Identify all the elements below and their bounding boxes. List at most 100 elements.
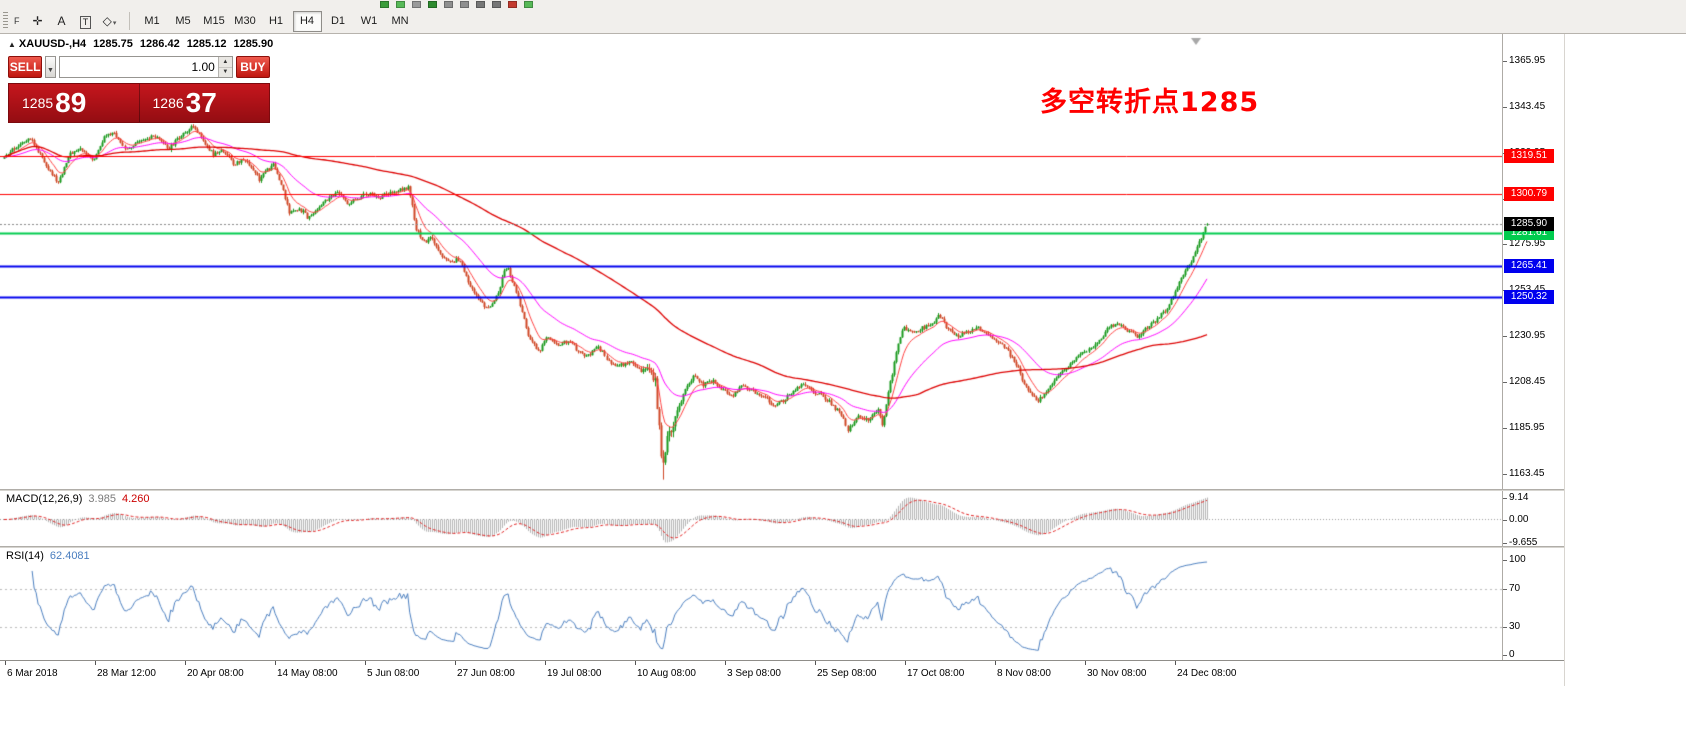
chevron-down-icon: ▼ <box>47 66 54 74</box>
close-value: 1285.90 <box>233 38 274 50</box>
macd-value-main: 3.985 <box>88 493 116 505</box>
crosshair-tool-button[interactable]: ✛ <box>27 11 49 32</box>
text-label-tool-button[interactable]: T <box>75 11 97 32</box>
macd-axis[interactable]: 9.14 0.00 -9.655 <box>1502 491 1564 549</box>
toolbar-drag-handle[interactable] <box>3 12 8 30</box>
time-axis-tick <box>1175 661 1176 665</box>
timeframe-button-d1[interactable]: D1 <box>324 11 353 32</box>
pane-separator[interactable] <box>0 489 1564 491</box>
macd-pane-canvas[interactable] <box>0 491 1502 546</box>
sell-price-main: 1285 <box>22 95 54 111</box>
price-axis-label: 1365.95 <box>1503 55 1545 67</box>
rsi-name: RSI(14) <box>6 550 44 562</box>
timeframe-button-m30[interactable]: M30 <box>231 11 260 32</box>
chevron-down-icon: ▾ <box>112 20 117 27</box>
timeframe-button-h4[interactable]: H4 <box>292 10 322 32</box>
candles-icon[interactable] <box>428 1 437 8</box>
chart-window: 1365.951343.451320.951298.451275.951253.… <box>0 34 1686 739</box>
time-axis-tick <box>635 661 636 665</box>
mini-toolbar-icons <box>380 1 533 8</box>
bar-chart-icon[interactable] <box>444 1 453 8</box>
rsi-axis[interactable]: 100 70 30 0 <box>1502 548 1564 660</box>
buy-price-main: 1286 <box>152 95 184 111</box>
lot-increase-button[interactable]: ▲ <box>218 57 232 68</box>
time-axis-label: 19 Jul 08:00 <box>547 668 602 679</box>
time-axis-tick <box>365 661 366 665</box>
time-axis-label: 24 Dec 08:00 <box>1177 668 1237 679</box>
time-axis[interactable]: 6 Mar 2018 28 Mar 12:00 20 Apr 08:00 14 May… <box>0 660 1564 686</box>
objects-tool-button[interactable]: ◇▾ <box>99 11 121 32</box>
symbol-period-label: XAUUSD-,H4 <box>18 38 87 50</box>
indicators-icon[interactable] <box>524 1 533 8</box>
time-axis-tick <box>725 661 726 665</box>
rsi-indicator-label: RSI(14) 62.4081 <box>6 550 90 562</box>
macd-axis-label: 0.00 <box>1503 514 1528 526</box>
macd-axis-label: -9.655 <box>1503 537 1537 549</box>
timeframe-button-w1[interactable]: W1 <box>355 11 384 32</box>
quote-panel: 1285 89 1286 37 <box>8 83 270 123</box>
new-order-icon[interactable] <box>380 1 389 8</box>
one-click-trading-panel: SELL ▼ ▲ ▼ BUY 1285 89 1286 <box>8 56 270 123</box>
text-icon: A <box>57 14 66 28</box>
price-line-badge: 1319.51 <box>1504 148 1554 163</box>
autotrading-icon[interactable] <box>508 1 517 8</box>
high-value: 1286.42 <box>139 38 180 50</box>
timeframe-button-h1[interactable]: H1 <box>262 11 291 32</box>
toolbar-separator <box>128 12 130 30</box>
zoom-in-icon[interactable] <box>476 1 485 8</box>
price-axis-label: 1343.45 <box>1503 101 1545 113</box>
rsi-axis-label: 70 <box>1503 583 1520 595</box>
window-right-edge <box>1564 34 1565 686</box>
macd-indicator-label: MACD(12,26,9) 3.985 4.260 <box>6 493 149 505</box>
top-toolbar-strip <box>0 0 1686 9</box>
profiles-icon[interactable] <box>412 1 421 8</box>
zoom-out-icon[interactable] <box>492 1 501 8</box>
rsi-axis-label: 30 <box>1503 621 1520 633</box>
rsi-axis-label: 100 <box>1503 554 1526 566</box>
buy-price-pips: 37 <box>185 87 217 118</box>
lot-size-input[interactable] <box>59 57 218 77</box>
time-axis-tick <box>275 661 276 665</box>
timeframe-button-mn[interactable]: MN <box>386 11 415 32</box>
price-line-badge: 1300.79 <box>1504 186 1554 201</box>
lot-dropdown-button[interactable]: ▼ <box>45 56 56 78</box>
time-axis-label: 5 Jun 08:00 <box>367 668 420 679</box>
open-value: 1285.75 <box>93 38 133 50</box>
sell-price-pips: 89 <box>55 87 87 118</box>
lot-spinner: ▲ ▼ <box>217 57 232 77</box>
time-axis-label: 30 Nov 08:00 <box>1087 668 1147 679</box>
objects-icon: ◇ <box>102 14 112 28</box>
rsi-pane-canvas[interactable] <box>0 548 1502 660</box>
price-line-badge: 1265.41 <box>1504 258 1554 273</box>
time-axis-label: 8 Nov 08:00 <box>997 668 1051 679</box>
rsi-value: 62.4081 <box>49 550 90 562</box>
price-axis-label: 1275.95 <box>1503 238 1545 250</box>
chart-ohlc-header: ▲ XAUUSD-,H4 1285.75 1286.42 1285.12 1285.90 <box>8 38 273 50</box>
macd-axis-label: 9.14 <box>1503 492 1528 504</box>
price-axis[interactable]: 1365.951343.451320.951298.451275.951253.… <box>1502 34 1564 489</box>
time-axis-label: 3 Sep 08:00 <box>727 668 781 679</box>
price-axis-label: 1208.45 <box>1503 376 1545 388</box>
sell-quote[interactable]: 1285 89 <box>9 84 139 122</box>
line-chart-icon[interactable] <box>460 1 469 8</box>
chart-window-icon[interactable] <box>396 1 405 8</box>
price-line-badge: 1250.32 <box>1504 289 1554 304</box>
macd-value-signal: 4.260 <box>121 493 150 505</box>
buy-button[interactable]: BUY <box>235 56 270 78</box>
time-axis-tick <box>905 661 906 665</box>
pane-separator[interactable] <box>0 546 1564 548</box>
time-axis-label: 10 Aug 08:00 <box>637 668 696 679</box>
buy-quote[interactable]: 1286 37 <box>138 84 270 122</box>
time-axis-label: 17 Oct 08:00 <box>907 668 965 679</box>
timeframe-button-m15[interactable]: M15 <box>200 11 229 32</box>
timeframes-group: M1 M5 M15 M30 H1 H4 D1 W1 MN <box>138 10 415 32</box>
text-tool-button[interactable]: A <box>51 11 73 32</box>
macd-name: MACD(12,26,9) <box>6 493 83 505</box>
chart-annotation-text: 多空转折点1285 <box>1040 87 1260 118</box>
menu-file-partial-label: F <box>14 16 20 26</box>
timeframe-button-m1[interactable]: M1 <box>138 11 167 32</box>
lot-decrease-button[interactable]: ▼ <box>218 67 232 77</box>
sell-button[interactable]: SELL <box>8 56 43 78</box>
timeframe-button-m5[interactable]: M5 <box>169 11 198 32</box>
